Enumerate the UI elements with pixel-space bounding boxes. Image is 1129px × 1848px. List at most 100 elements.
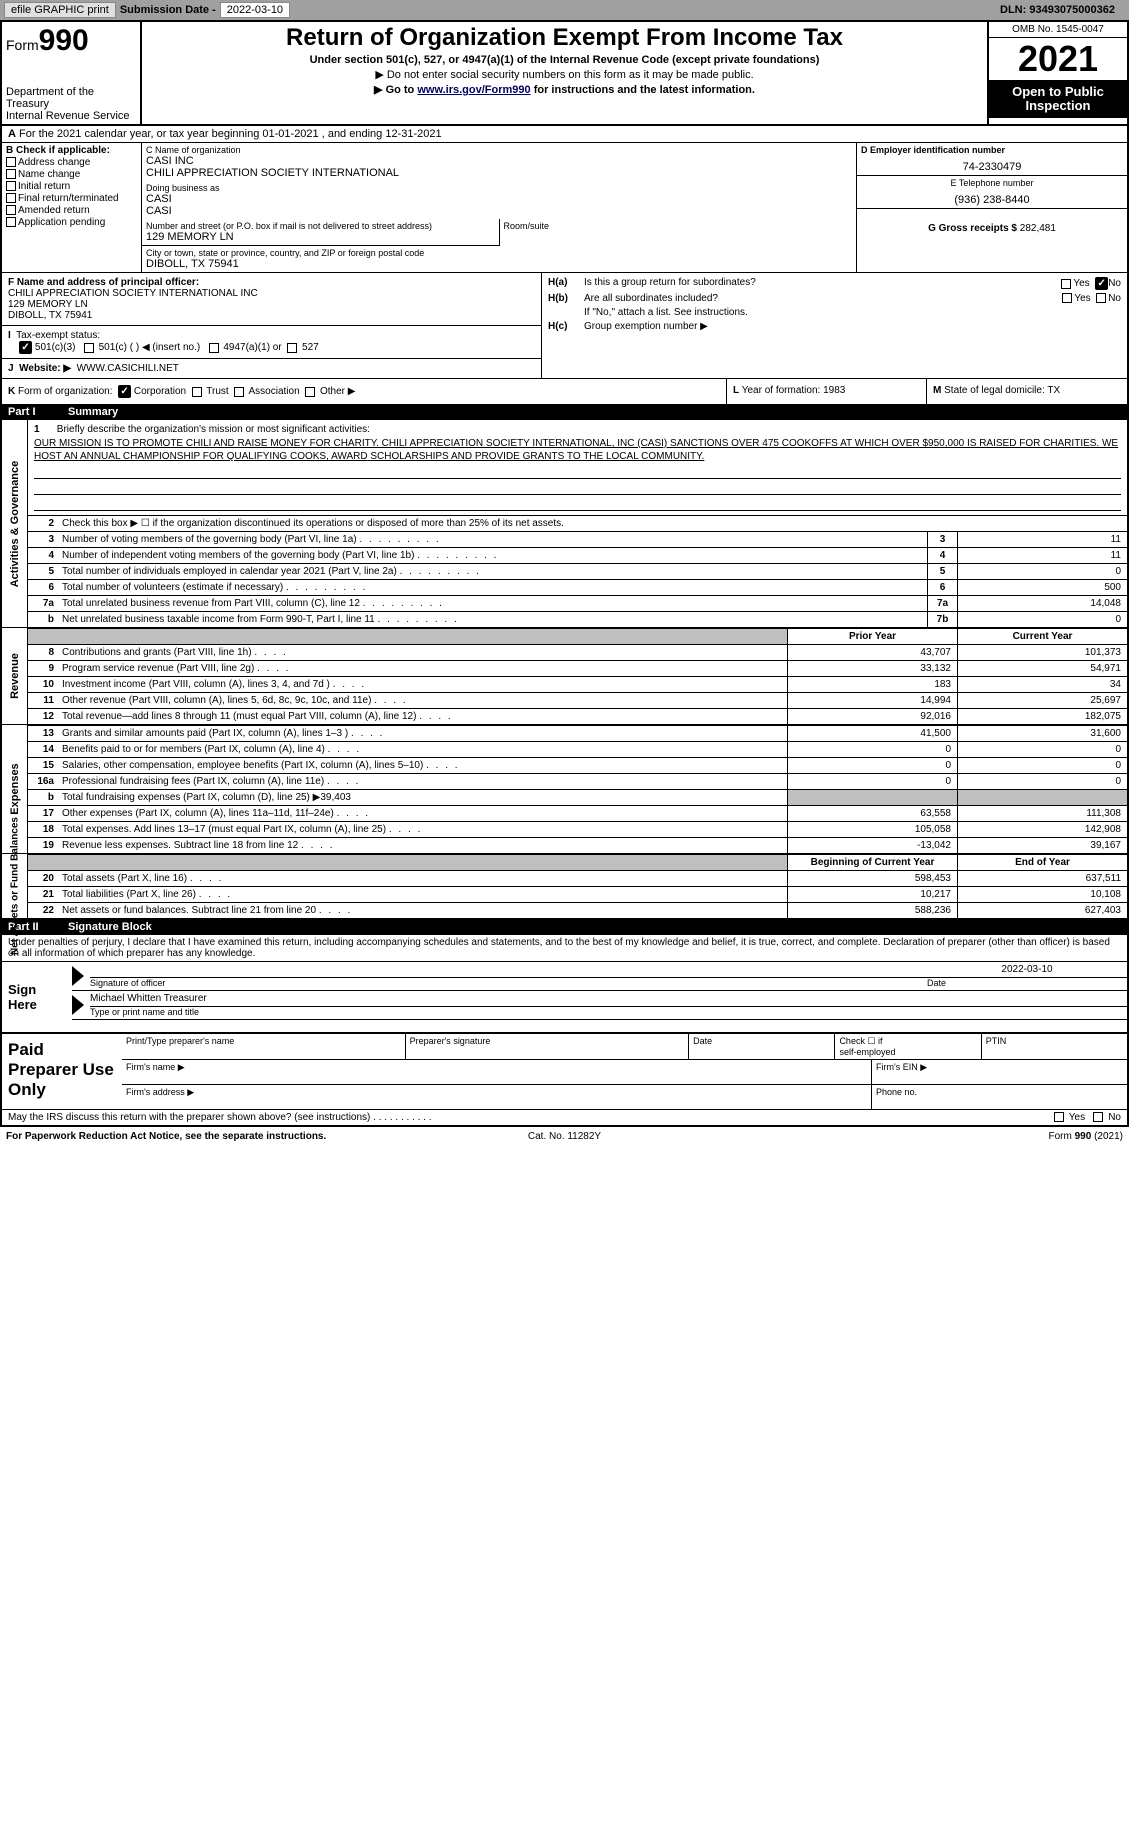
checkbox-icon[interactable] <box>1093 1112 1103 1122</box>
goto-prefix: ▶ Go to <box>374 84 417 96</box>
prep-sig-cell: Preparer's signature <box>406 1034 690 1059</box>
part-2-header: Part II Signature Block <box>2 919 1127 935</box>
line-num: 16a <box>28 774 58 789</box>
nab-line-rows: 20Total assets (Part X, line 16) . . . .… <box>28 870 1127 918</box>
tab-governance: Activities & Governance <box>2 420 28 627</box>
column-deg: D Employer identification number 74-2330… <box>857 143 1127 272</box>
firm-address-cell: Firm's address ▶ <box>122 1085 872 1109</box>
city-cell: City or town, state or province, country… <box>142 246 857 272</box>
line-num: 15 <box>28 758 58 773</box>
prior-val: 598,453 <box>787 871 957 886</box>
dept-treasury: Department of the Treasury <box>6 86 136 110</box>
line-desc: Total assets (Part X, line 16) . . . . <box>58 871 787 886</box>
form-subtitle-1: Under section 501(c), 527, or 4947(a)(1)… <box>148 54 981 66</box>
line-box-num: 3 <box>927 532 957 547</box>
b-opt-final[interactable]: Final return/terminated <box>6 193 137 204</box>
rev-hdr-desc <box>58 629 787 644</box>
prior-val: 43,707 <box>787 645 957 660</box>
mission-blank-3 <box>34 497 1121 511</box>
ha-label: H(a) <box>548 277 584 290</box>
l-text: Year of formation: <box>742 385 821 396</box>
sig-officer-line <box>90 964 927 978</box>
arrow-icon <box>72 993 90 1017</box>
m-label: M <box>933 385 941 396</box>
k-opt-other: Other ▶ <box>320 386 355 397</box>
prior-val: 10,217 <box>787 887 957 902</box>
check-icon: ✓ <box>118 385 131 398</box>
row-k-l-m: K Form of organization: ✓ Corporation Tr… <box>2 378 1127 404</box>
irs-link[interactable]: www.irs.gov/Form990 <box>417 84 530 96</box>
prior-val: 33,132 <box>787 661 957 676</box>
m-domicile: M State of legal domicile: TX <box>927 379 1127 404</box>
officer-line2: 129 MEMORY LN <box>8 299 88 310</box>
line-num: 21 <box>28 887 58 902</box>
discuss-yes: Yes <box>1069 1112 1085 1123</box>
street-label: Number and street (or P.O. box if mail i… <box>146 221 495 231</box>
efile-print-button[interactable]: efile GRAPHIC print <box>4 2 116 18</box>
line-num: b <box>28 790 58 805</box>
b-opt-pending[interactable]: Application pending <box>6 217 137 228</box>
b-opt-address[interactable]: Address change <box>6 157 137 168</box>
goto-suffix: for instructions and the latest informat… <box>531 84 755 96</box>
line-14: 14Benefits paid to or for members (Part … <box>28 741 1127 757</box>
line-num: 19 <box>28 838 58 853</box>
m-value: TX <box>1047 385 1060 396</box>
discuss-text: May the IRS discuss this return with the… <box>8 1112 1054 1123</box>
curr-val: 0 <box>957 758 1127 773</box>
line-num: 13 <box>28 726 58 741</box>
curr-val: 54,971 <box>957 661 1127 676</box>
line-19: 19Revenue less expenses. Subtract line 1… <box>28 837 1127 853</box>
header-left: Form990 Department of the Treasury Inter… <box>2 22 142 124</box>
officer-line3: DIBOLL, TX 75941 <box>8 310 92 321</box>
curr-val: 0 <box>957 774 1127 789</box>
i-opt-4947: 4947(a)(1) or <box>223 342 281 353</box>
dba-cell: Doing business as CASI CASI <box>142 181 857 219</box>
tab-net-assets: Net Assets or Fund Balances <box>2 854 28 918</box>
checkbox-icon[interactable] <box>1062 293 1072 303</box>
sig-name-label: Type or print name and title <box>90 1007 199 1017</box>
i-opt-501c: 501(c) ( ) ◀ (insert no.) <box>99 342 201 353</box>
line-13: 13Grants and similar amounts paid (Part … <box>28 725 1127 741</box>
checkbox-icon <box>6 157 16 167</box>
sig-name-value: Michael Whitten Treasurer <box>90 993 1127 1007</box>
line-22: 22Net assets or fund balances. Subtract … <box>28 902 1127 918</box>
k-form-org: K Form of organization: ✓ Corporation Tr… <box>2 379 727 404</box>
org-name-2: CHILI APPRECIATION SOCIETY INTERNATIONAL <box>146 167 852 179</box>
signature-block: Sign Here Signature of officer 2022-03-1… <box>2 962 1127 1032</box>
b-opt-amended[interactable]: Amended return <box>6 205 137 216</box>
nab-content: Beginning of Current Year End of Year 20… <box>28 854 1127 918</box>
line-box-val: 14,048 <box>957 596 1127 611</box>
checkbox-icon <box>209 343 219 353</box>
line-num: 20 <box>28 871 58 886</box>
line-box-val: 11 <box>957 548 1127 563</box>
row-a-prefix: A <box>8 128 16 140</box>
city-label: City or town, state or province, country… <box>146 248 852 258</box>
bottom-footer: For Paperwork Reduction Act Notice, see … <box>0 1127 1129 1146</box>
mission-label: Briefly describe the organization's miss… <box>57 424 370 435</box>
gov-line-7a: 7aTotal unrelated business revenue from … <box>28 595 1127 611</box>
line-num: 22 <box>28 903 58 918</box>
line-box-val: 0 <box>957 564 1127 579</box>
line-b: bTotal fundraising expenses (Part IX, co… <box>28 789 1127 805</box>
room-cell: Room/suite <box>500 219 858 246</box>
line-desc: Total revenue—add lines 8 through 11 (mu… <box>58 709 787 724</box>
line-box-num: 6 <box>927 580 957 595</box>
curr-val: 0 <box>957 742 1127 757</box>
line-desc: Revenue less expenses. Subtract line 18 … <box>58 838 787 853</box>
tab-exp-label: Expenses <box>9 763 21 814</box>
receipts-value: 282,481 <box>1020 223 1056 234</box>
b-opt-name[interactable]: Name change <box>6 169 137 180</box>
curr-val: 25,697 <box>957 693 1127 708</box>
line-desc: Check this box ▶ ☐ if the organization d… <box>58 516 1127 531</box>
line-num: 3 <box>28 532 58 547</box>
tab-nab-label: Net Assets or Fund Balances <box>9 817 20 955</box>
checkbox-icon[interactable] <box>1096 293 1106 303</box>
c-name-label: C Name of organization <box>146 145 852 155</box>
catalog-number: Cat. No. 11282Y <box>378 1131 750 1142</box>
checkbox-icon[interactable] <box>1061 279 1071 289</box>
checkbox-icon[interactable] <box>1054 1112 1064 1122</box>
b-opt-initial[interactable]: Initial return <box>6 181 137 192</box>
h-b-line: H(b) Are all subordinates included? Yes … <box>548 293 1121 304</box>
discuss-no: No <box>1108 1112 1121 1123</box>
line-16a: 16aProfessional fundraising fees (Part I… <box>28 773 1127 789</box>
